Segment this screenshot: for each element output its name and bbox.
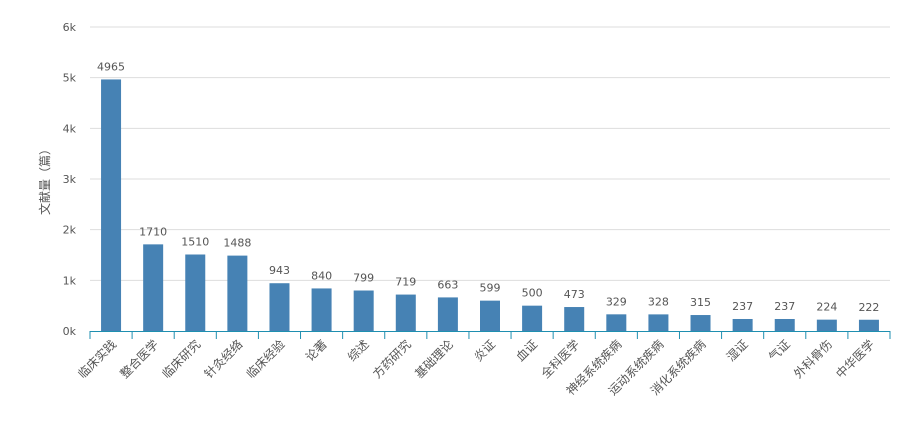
y-tick-label: 6k [63,21,77,34]
bar [606,314,627,331]
x-tick-label: 炎证 [471,337,498,364]
x-tick-label: 方药研究 [369,337,414,382]
data-label: 222 [858,301,879,314]
x-tick-label: 气证 [765,337,793,365]
bar [395,294,416,331]
bar [101,79,122,331]
bars [101,79,879,331]
x-tick-label: 基础理论 [412,337,456,381]
axes [89,331,891,339]
x-tick-label: 综述 [345,337,372,364]
grid-lines: 0k 1k 2k 3k 4k 5k 6k [63,21,890,338]
bar [648,314,669,331]
x-tick-label: 中华医学 [833,337,878,382]
y-tick-label: 2k [63,224,77,237]
bar [227,255,248,331]
data-label: 799 [353,272,374,285]
data-label: 328 [648,295,669,308]
bar [311,288,332,331]
bar [185,254,206,331]
x-tick-label: 针灸经络 [201,337,246,382]
y-tick-label: 3k [63,173,77,186]
bar [732,318,753,331]
data-label: 1710 [139,225,167,238]
bar [816,319,837,331]
bar [564,307,585,331]
data-label: 500 [522,287,543,300]
bar [437,297,458,331]
y-tick-label: 5k [63,72,77,85]
x-tick-label: 整合医学 [117,337,162,382]
x-tick-label: 血证 [513,337,540,364]
bar [480,300,500,331]
data-label: 599 [480,282,501,295]
data-label: 840 [311,269,332,282]
bar [353,290,374,331]
bar [269,283,290,331]
x-tick-label: 临床经验 [243,337,288,382]
bar [690,315,711,331]
data-label: 1510 [181,235,209,248]
data-label: 237 [774,300,795,313]
x-tick-label: 全科医学 [538,337,583,382]
y-tick-label: 1k [63,274,77,287]
data-label: 943 [269,264,290,277]
data-label: 329 [606,295,627,308]
data-label: 315 [690,296,711,309]
bar [858,319,879,331]
x-tick-label: 临床实践 [75,337,120,382]
y-tick-label: 4k [63,122,77,135]
data-label: 4965 [97,60,125,73]
bar [522,305,543,331]
y-tick-label: 0k [63,325,77,338]
bar [774,318,795,331]
bar [143,244,164,331]
x-tick-label: 临床研究 [159,337,204,382]
y-axis-title: 文献量（篇） [37,143,52,215]
data-label: 224 [816,301,837,314]
data-label: 473 [564,288,585,301]
data-label: 237 [732,300,753,313]
data-label: 1488 [223,237,251,250]
x-tick-label: 论著 [303,337,330,364]
data-label: 663 [437,278,458,291]
x-tick-label: 湿证 [723,337,751,365]
x-tick-label: 外科骨伤 [791,337,835,381]
data-label: 719 [395,276,416,289]
